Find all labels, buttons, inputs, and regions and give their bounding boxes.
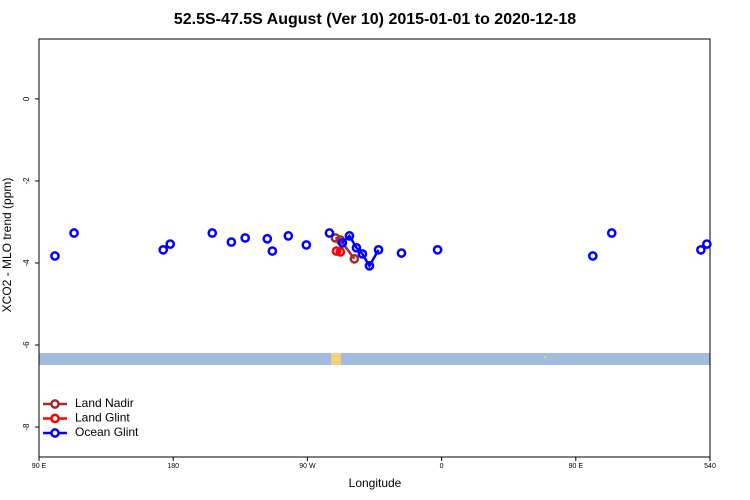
x-tick-label: 90 W (299, 463, 316, 470)
point (262, 233, 273, 244)
point (364, 260, 375, 271)
point (702, 239, 712, 249)
legend-swatch-point (50, 413, 60, 424)
y-tick-label: -8 (22, 423, 31, 431)
point (357, 249, 368, 259)
x-tick-label: 90 E (32, 463, 47, 470)
point (207, 228, 218, 238)
land-strip (39, 353, 710, 365)
legend-swatch-point (50, 399, 60, 409)
point (373, 244, 384, 255)
x-tick-label: 0 (440, 463, 444, 470)
point (240, 233, 251, 243)
point (50, 251, 60, 261)
point (696, 244, 706, 255)
point (69, 228, 79, 238)
point (301, 240, 312, 250)
plot-frame (38, 38, 711, 458)
y-tick-label: 0 (22, 96, 31, 101)
point (432, 244, 443, 255)
point (337, 238, 348, 248)
point (606, 228, 617, 238)
point (324, 228, 335, 238)
point (165, 239, 176, 249)
point (226, 237, 237, 247)
land-patch (331, 353, 341, 365)
y-tick-label: -6 (22, 341, 31, 349)
y-axis-label: XCO2 - MLO trend (ppm) (0, 178, 14, 313)
x-tick-label: 540 (704, 463, 716, 470)
x-axis-label: Longitude (349, 476, 402, 490)
legend-label: Land Nadir (75, 396, 134, 410)
land-patch (544, 356, 546, 358)
point (349, 254, 360, 264)
legend-label: Ocean Glint (75, 425, 139, 439)
point (283, 231, 294, 241)
point (351, 242, 362, 253)
point (396, 248, 407, 258)
y-tick-label: -4 (22, 259, 31, 267)
point (344, 231, 355, 241)
x-tick-label: 180 (167, 463, 179, 470)
chart-title: 52.5S-47.5S August (Ver 10) 2015-01-01 t… (174, 11, 576, 28)
x-tick-label: 90 E (569, 463, 584, 470)
legend-swatch-point (50, 428, 60, 438)
point (587, 251, 598, 261)
point (335, 247, 346, 257)
y-tick-label: -2 (22, 177, 31, 185)
legend-label: Land Glint (75, 411, 130, 425)
point (267, 246, 278, 256)
point (158, 244, 169, 255)
point (330, 233, 341, 243)
